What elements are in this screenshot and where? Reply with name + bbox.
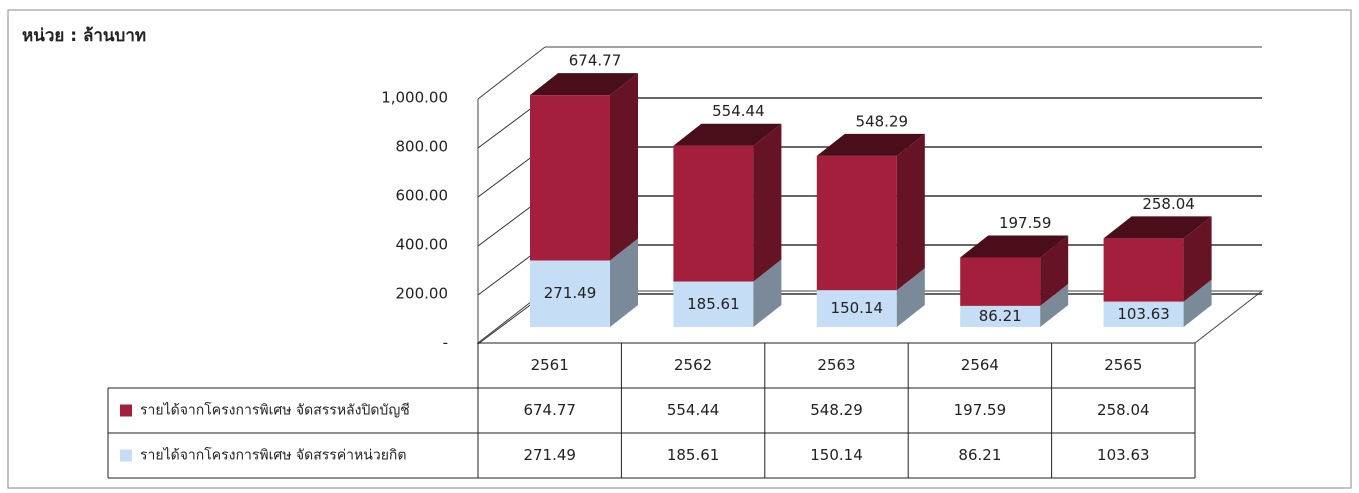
bar-front [530, 95, 610, 261]
bar-top [816, 133, 925, 156]
bar-front [816, 290, 897, 327]
bar-side [1040, 283, 1069, 327]
x-tick-label: 2564 [961, 356, 999, 374]
bar-top [960, 235, 1069, 258]
bar-side [1040, 235, 1069, 306]
value-label: 271.49 [544, 284, 597, 302]
frame [7, 9, 1352, 489]
table-value: 548.29 [810, 401, 863, 419]
value-label: 86.21 [979, 307, 1022, 325]
x-tick-label: 2561 [531, 356, 569, 374]
y-tick-label: 200.00 [396, 285, 449, 303]
legend-swatch [120, 404, 132, 417]
bar-front [816, 155, 897, 291]
value-label: 674.77 [569, 52, 622, 70]
table-value: 258.04 [1097, 401, 1150, 419]
y-tick-label: 600.00 [396, 187, 449, 205]
bar-front [1103, 238, 1184, 302]
bar-front [1103, 301, 1184, 327]
x-tick-label: 2562 [674, 356, 712, 374]
bar-front [673, 145, 754, 282]
table-value: 271.49 [523, 446, 576, 464]
x-tick-label: 2563 [817, 356, 855, 374]
value-label: 548.29 [856, 112, 909, 130]
value-label: 554.44 [712, 102, 765, 120]
value-label: 197.59 [999, 214, 1052, 232]
bar-side [610, 73, 638, 261]
table-value: 554.44 [667, 401, 720, 419]
value-label: 185.61 [687, 295, 740, 313]
y-tick-label: 1,000.00 [381, 89, 448, 107]
table-value: 150.14 [810, 446, 863, 464]
table-value: 674.77 [523, 401, 576, 419]
value-label: 103.63 [1117, 305, 1170, 323]
y-tick-label: 800.00 [396, 138, 449, 156]
bar-top [1103, 216, 1212, 239]
bar-side [1183, 279, 1212, 327]
bar-side [753, 123, 782, 282]
legend-label: รายได้จากโครงการพิเศษ จัดสรรค่าหน่วยกิต [140, 447, 406, 464]
legend-label: รายได้จากโครงการพิเศษ จัดสรรหลังปิดบัญชี [140, 402, 410, 419]
bar-side [1183, 216, 1212, 302]
bar-side [896, 268, 925, 327]
table-value: 86.21 [958, 446, 1001, 464]
y-tick-label: - [443, 334, 448, 352]
x-tick-label: 2565 [1104, 356, 1142, 374]
legend-swatch [120, 449, 132, 462]
bar-side [896, 133, 925, 291]
value-label: 258.04 [1142, 195, 1195, 213]
bar-top [673, 123, 782, 146]
bar-front [530, 260, 610, 327]
wall-edge [477, 46, 546, 100]
bar-front [673, 281, 754, 327]
bar-side [753, 259, 782, 327]
bar-front [960, 257, 1041, 306]
value-label: 150.14 [831, 299, 884, 317]
y-tick-label: 400.00 [396, 236, 449, 254]
table-value: 185.61 [667, 446, 720, 464]
bar-front [960, 305, 1041, 327]
bar-side [610, 238, 638, 327]
bar-top [530, 73, 638, 96]
unit-label: หน่วย : ล้านบาท [22, 26, 146, 46]
table-value: 103.63 [1097, 446, 1150, 464]
table-value: 197.59 [954, 401, 1007, 419]
